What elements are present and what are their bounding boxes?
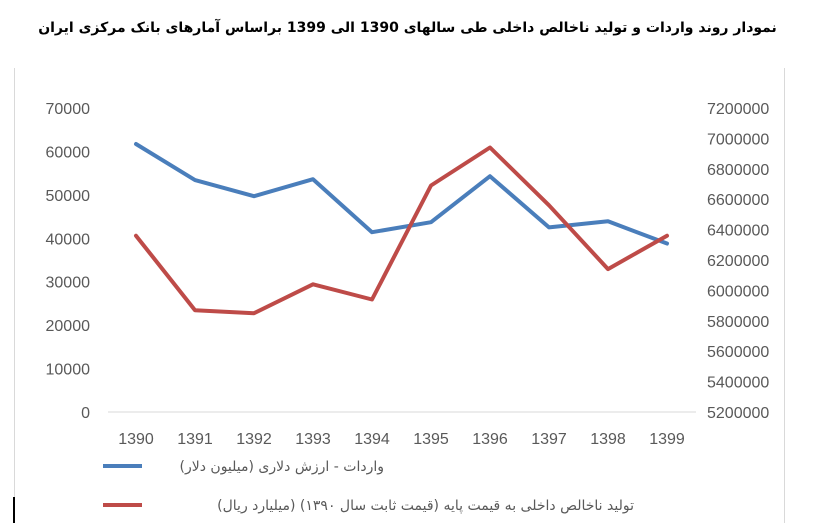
chart-title: نمودار روند واردات و تولید ناخالص داخلی … — [38, 20, 777, 36]
y-right-tick-label: 6400000 — [707, 223, 769, 240]
x-tick-label: 1390 — [118, 431, 154, 448]
y-right-tick-label: 5200000 — [707, 405, 769, 422]
y-left-tick-label: 20000 — [46, 318, 91, 335]
y-right-tick-label: 7200000 — [707, 101, 769, 118]
legend-label-gdp: تولید ناخالص داخلی به قیمت پایه (قیمت ثا… — [217, 498, 634, 514]
legend-label-imports: واردات - ارزش دلاری (میلیون دلار) — [180, 459, 384, 475]
x-tick-label: 1398 — [590, 431, 626, 448]
edge-mark — [13, 497, 15, 523]
x-tick-label: 1391 — [177, 431, 213, 448]
x-tick-label: 1399 — [649, 431, 685, 448]
x-tick-label: 1394 — [354, 431, 390, 448]
y-left-tick-label: 40000 — [46, 231, 91, 248]
y-right-tick-label: 6000000 — [707, 283, 769, 300]
y-left-tick-label: 30000 — [46, 275, 91, 292]
x-tick-label: 1396 — [472, 431, 508, 448]
y-left-tick-label: 50000 — [46, 188, 91, 205]
chart-frame — [14, 68, 785, 523]
series-line-imports — [134, 142, 669, 246]
y-right-tick-label: 6600000 — [707, 192, 769, 209]
y-right-tick-label: 5600000 — [707, 344, 769, 361]
x-tick-label: 1395 — [413, 431, 449, 448]
x-tick-label: 1397 — [531, 431, 567, 448]
x-tick-label: 1393 — [295, 431, 331, 448]
y-left-tick-label: 60000 — [46, 144, 91, 161]
y-right-tick-label: 5800000 — [707, 314, 769, 331]
y-right-tick-label: 6200000 — [707, 253, 769, 270]
y-left-tick-label: 70000 — [46, 101, 91, 118]
y-right-tick-label: 6800000 — [707, 162, 769, 179]
y-left-tick-label: 10000 — [46, 362, 91, 379]
y-left-tick-label: 0 — [81, 405, 90, 422]
series-line-gdp — [134, 145, 669, 316]
y-right-tick-label: 7000000 — [707, 131, 769, 148]
x-tick-label: 1392 — [236, 431, 272, 448]
y-right-tick-label: 5400000 — [707, 375, 769, 392]
